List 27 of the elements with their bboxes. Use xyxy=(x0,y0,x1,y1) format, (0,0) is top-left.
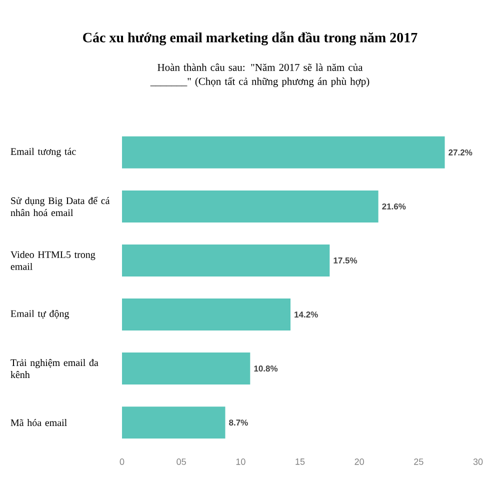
y-tick-label: Trải nghiệm email đa kênh xyxy=(10,359,98,378)
bar xyxy=(122,190,378,222)
data-label: 10.8% xyxy=(254,366,278,372)
data-label: 17.5% xyxy=(334,257,358,264)
chart-title: Các xu hướng email marketing dẫn đầu trong năm 2017 xyxy=(83,32,418,46)
data-label: 27.2% xyxy=(448,149,472,156)
data-label: 21.6% xyxy=(382,203,406,210)
y-tick-label: Sử dụng Big Data để cá nhân hoá email xyxy=(10,196,110,216)
data-label: 14.2% xyxy=(294,312,318,318)
x-tick-label: 0 xyxy=(120,458,124,465)
bar xyxy=(122,244,330,276)
y-tick-label: Email tự động xyxy=(10,310,70,320)
bar xyxy=(122,298,291,331)
chart-subtitle: Hoàn thành câu sau: "Năm 2017 sẽ là năm của _______" (Chọn tất cả những phương án phù hợp) xyxy=(150,64,370,88)
y-tick-label: Email tương tác xyxy=(10,148,76,157)
x-tick-label: 05 xyxy=(176,458,186,465)
y-tick-label: Mã hóa email xyxy=(10,419,67,426)
bar xyxy=(122,136,445,168)
y-tick-label: Video HTML5 trong email xyxy=(10,250,96,270)
bar xyxy=(122,406,226,439)
x-tick-label: 30 xyxy=(473,458,483,465)
data-label: 8.7% xyxy=(229,420,248,426)
x-tick-label: 25 xyxy=(414,458,424,465)
bar xyxy=(122,352,250,385)
x-tick-label: 15 xyxy=(296,458,305,465)
x-tick-label: 10 xyxy=(236,458,246,465)
x-tick-label: 20 xyxy=(354,458,364,465)
